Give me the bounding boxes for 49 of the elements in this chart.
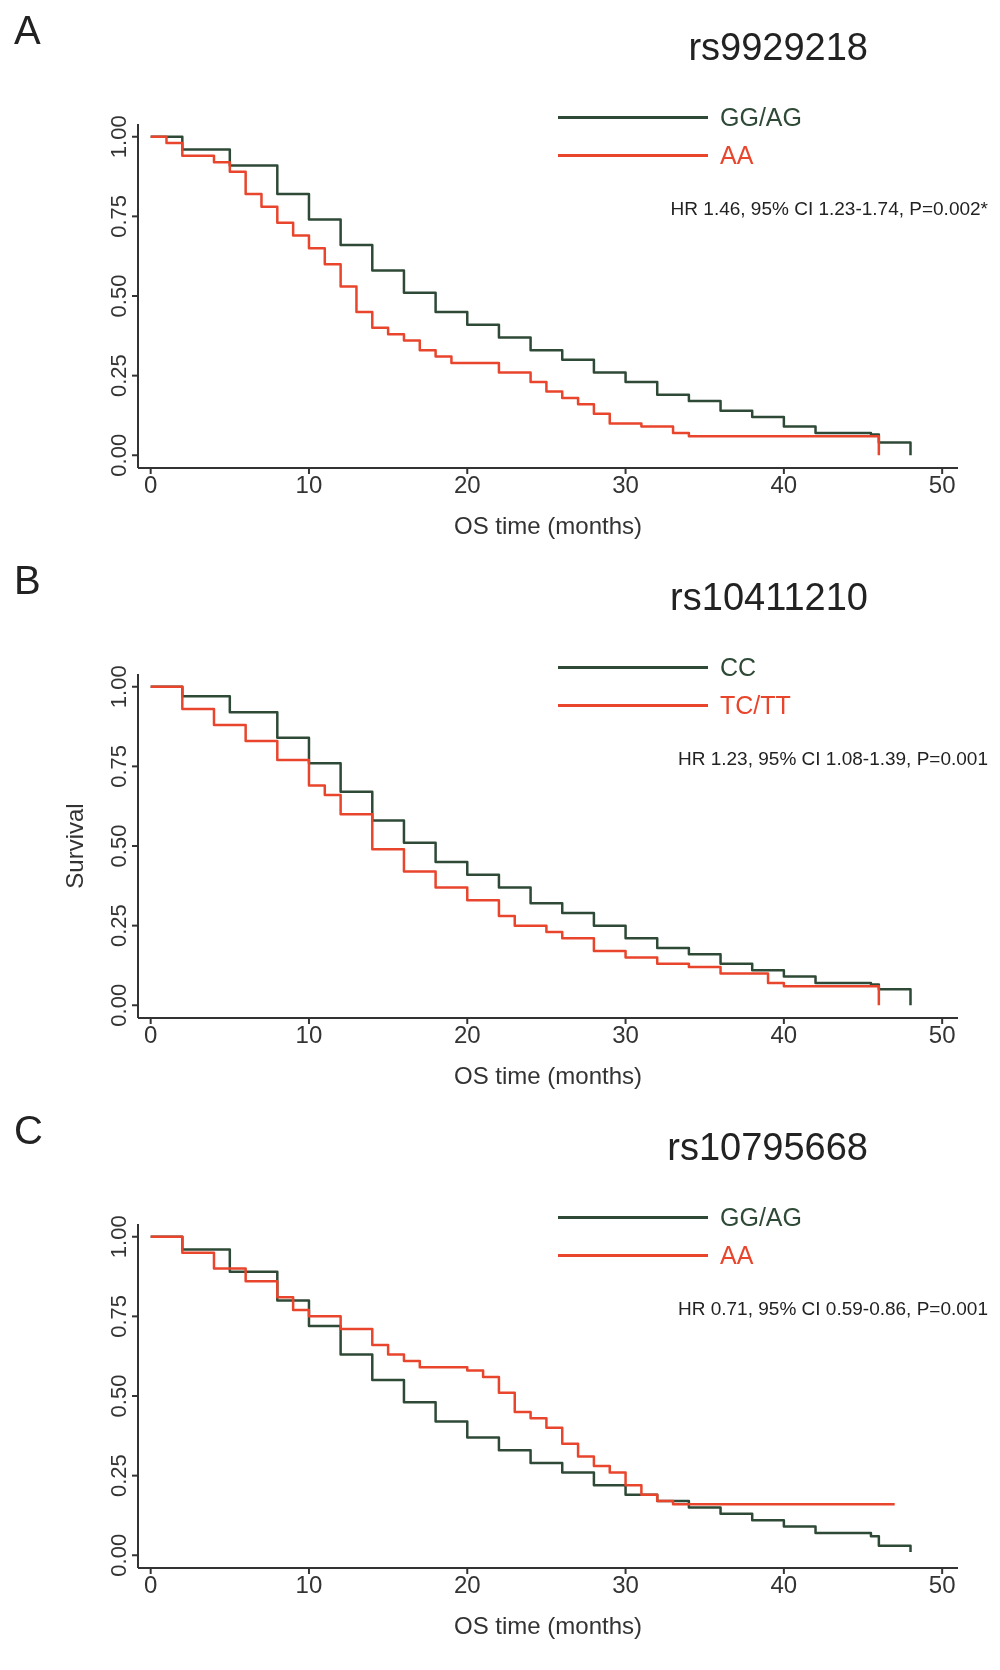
x-tick-label: 30 bbox=[612, 471, 639, 499]
y-tick-label: 0.50 bbox=[106, 1374, 131, 1418]
x-tick-label: 0 bbox=[143, 471, 158, 499]
y-tick-label: 0.50 bbox=[106, 824, 131, 868]
x-tick-label: 0 bbox=[143, 1021, 158, 1049]
chart-title: rs9929218 bbox=[688, 26, 868, 69]
y-tick-label: 1.00 bbox=[106, 1215, 131, 1259]
legend: GG/AG AA bbox=[558, 1198, 878, 1274]
x-axis-title: OS time (months) bbox=[453, 512, 643, 539]
y-tick-label: 0.50 bbox=[106, 274, 131, 318]
x-tick-label: 20 bbox=[453, 1021, 481, 1049]
x-tick-label: 10 bbox=[295, 471, 323, 499]
chart-title: rs10795668 bbox=[667, 1126, 868, 1169]
y-tick-label: 0.25 bbox=[106, 354, 131, 398]
x-tick-label: 40 bbox=[770, 1571, 798, 1599]
x-tick-label: 40 bbox=[770, 471, 798, 499]
x-tick-label: 40 bbox=[770, 1021, 798, 1049]
text: C bbox=[14, 1108, 43, 1153]
y-tick-label: 0.00 bbox=[106, 433, 131, 477]
y-tick-label: 1.00 bbox=[106, 115, 131, 159]
y-tick-label: 0.25 bbox=[106, 1454, 131, 1498]
annotation: HR 1.23, 95% CI 1.08-1.39, P=0.001 bbox=[677, 748, 988, 770]
x-tick-label: 30 bbox=[612, 1571, 639, 1599]
text: A bbox=[14, 8, 41, 53]
annotation: HR 0.71, 95% CI 0.59-0.86, P=0.001 bbox=[677, 1298, 988, 1320]
legend: CC TC/TT bbox=[558, 648, 878, 724]
legend: GG/AG AA bbox=[558, 98, 878, 174]
x-tick-label: 0 bbox=[143, 1571, 158, 1599]
y-tick-label: 0.75 bbox=[106, 1294, 131, 1338]
x-tick-label: 10 bbox=[295, 1021, 323, 1049]
y-tick-label: 0.75 bbox=[106, 194, 131, 238]
y-tick-label: 1.00 bbox=[106, 665, 131, 709]
y-tick-label: 0.00 bbox=[106, 983, 131, 1027]
x-tick-label: 20 bbox=[453, 1571, 481, 1599]
x-tick-label: 50 bbox=[928, 471, 956, 499]
x-axis-title: OS time (months) bbox=[453, 1612, 643, 1639]
text: B bbox=[14, 558, 41, 603]
x-tick-label: 50 bbox=[928, 1021, 956, 1049]
annotation: HR 1.46, 95% CI 1.23-1.74, P=0.002* bbox=[670, 198, 988, 220]
x-tick-label: 10 bbox=[295, 1571, 323, 1599]
y-tick-label: 0.75 bbox=[106, 744, 131, 788]
x-tick-label: 20 bbox=[453, 471, 481, 499]
y-tick-label: 0.00 bbox=[106, 1533, 131, 1577]
x-tick-label: 30 bbox=[612, 1021, 639, 1049]
x-axis-title: OS time (months) bbox=[453, 1062, 643, 1089]
chart-title: rs10411210 bbox=[670, 576, 868, 619]
x-tick-label: 50 bbox=[928, 1571, 956, 1599]
y-tick-label: 0.25 bbox=[106, 904, 131, 948]
y-axis-title: Survival bbox=[60, 803, 88, 889]
